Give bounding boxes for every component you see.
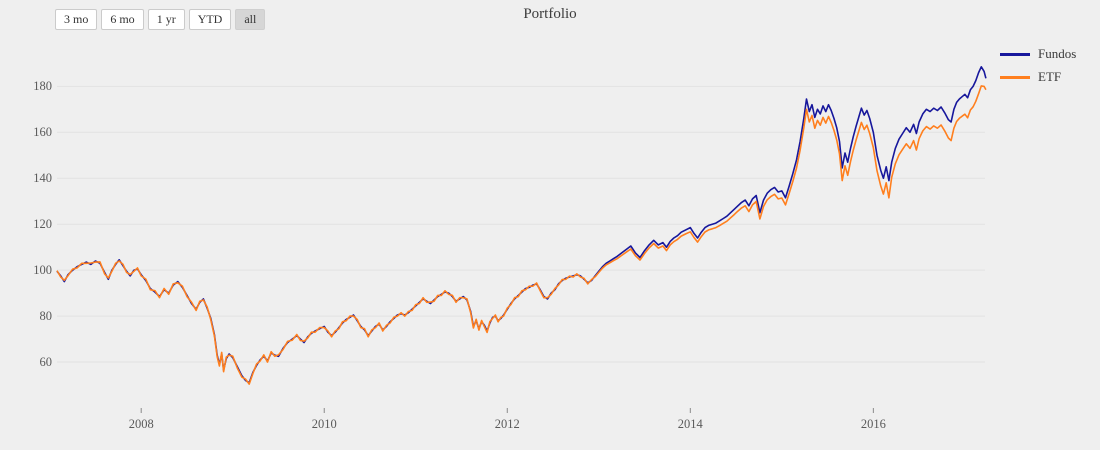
y-tick-label: 160 (33, 125, 52, 140)
legend-item-etf[interactable]: ETF (1000, 69, 1076, 85)
range-button-all[interactable]: all (235, 9, 266, 30)
x-tick-label: 2010 (311, 417, 337, 431)
x-tick-label: 2016 (860, 417, 886, 431)
legend: Fundos ETF (1000, 46, 1076, 92)
y-tick-label: 80 (39, 309, 53, 324)
range-button-ytd[interactable]: YTD (188, 9, 232, 30)
range-button-3-mo[interactable]: 3 mo (55, 9, 98, 30)
range-button-1-yr[interactable]: 1 yr (147, 9, 185, 30)
y-tick-label: 140 (33, 171, 52, 186)
range-button-6-mo[interactable]: 6 mo (101, 9, 144, 30)
legend-item-fundos[interactable]: Fundos (1000, 46, 1076, 62)
legend-label: ETF (1038, 69, 1062, 84)
legend-line-swatch (1000, 52, 1030, 56)
range-selector: 3 mo 6 mo 1 yr YTD all (55, 9, 266, 30)
x-tick-label: 2008 (128, 417, 154, 431)
legend-label: Fundos (1038, 46, 1077, 61)
series-line-etf[interactable] (56, 85, 987, 385)
y-tick-label: 60 (39, 355, 53, 370)
y-tick-label: 120 (33, 217, 52, 232)
y-tick-label: 180 (33, 79, 52, 94)
legend-line-swatch (1000, 75, 1030, 79)
y-tick-label: 100 (33, 263, 52, 278)
chart-title: Portfolio (523, 6, 577, 22)
x-tick-label: 2014 (677, 417, 703, 431)
series-line-fundos[interactable] (56, 66, 987, 384)
x-tick-label: 2012 (494, 417, 520, 431)
